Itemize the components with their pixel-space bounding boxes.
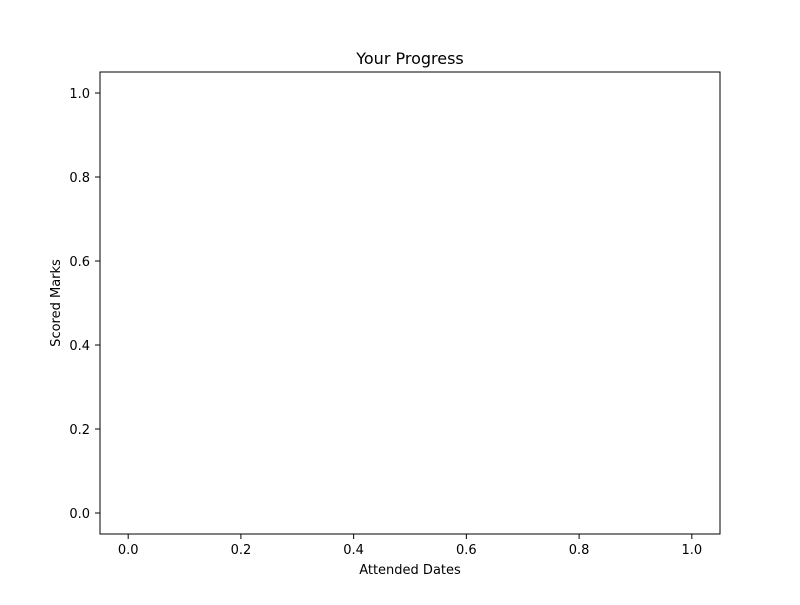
x-tick-label: 0.6 — [456, 543, 477, 558]
x-tick-label: 0.4 — [343, 543, 364, 558]
x-tick-label: 0.8 — [569, 543, 590, 558]
y-axis-ticks: 0.0 0.2 0.4 0.6 0.8 1.0 — [69, 87, 100, 522]
plot-area — [99, 71, 721, 535]
y-tick-label: 0.6 — [69, 255, 90, 270]
x-axis-ticks: 0.0 0.2 0.4 0.6 0.8 1.0 — [118, 534, 702, 558]
x-axis-label: Attended Dates — [359, 563, 461, 578]
y-tick-label: 0.8 — [69, 171, 90, 186]
y-tick-label: 1.0 — [69, 87, 90, 102]
x-tick-label: 0.2 — [231, 543, 252, 558]
chart-title: Your Progress — [355, 49, 464, 68]
x-tick-label: 1.0 — [681, 543, 702, 558]
y-tick-label: 0.0 — [69, 507, 90, 522]
y-axis-label: Scored Marks — [49, 259, 64, 347]
y-tick-label: 0.2 — [69, 423, 90, 438]
x-tick-label: 0.0 — [118, 543, 139, 558]
y-tick-label: 0.4 — [69, 339, 90, 354]
